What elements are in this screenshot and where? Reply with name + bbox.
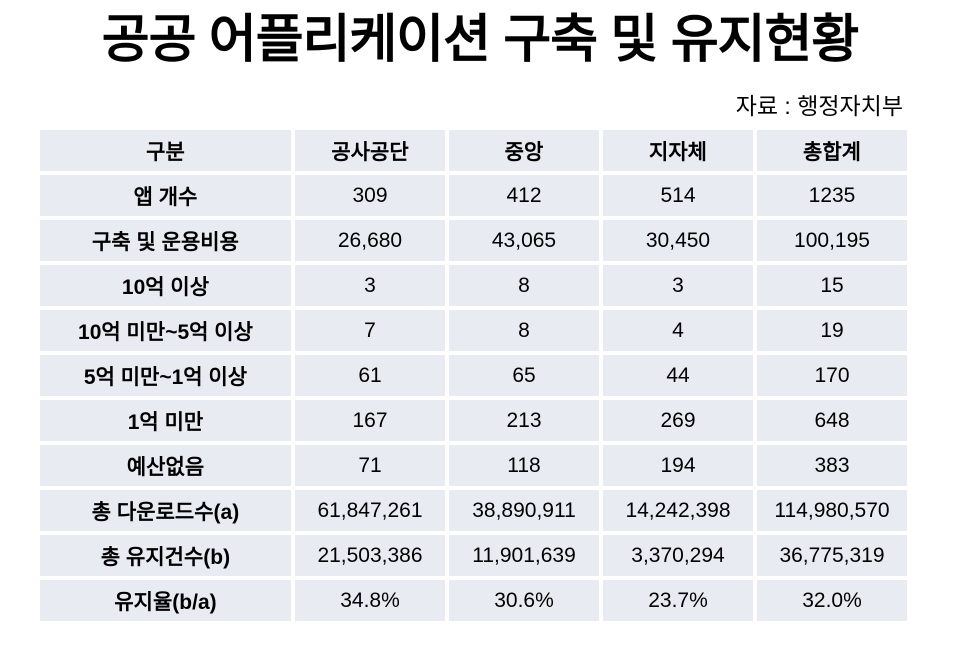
table-row: 예산없음 71 118 194 383 <box>40 445 907 486</box>
status-table: 구분 공사공단 중앙 지자체 총합계 앱 개수 309 412 514 1235 구축 및 운용비… <box>36 126 911 625</box>
column-header: 공사공단 <box>295 130 445 171</box>
cell-value: 118 <box>449 445 599 486</box>
column-header: 지자체 <box>603 130 753 171</box>
cell-value: 114,980,570 <box>757 490 907 531</box>
cell-value: 65 <box>449 355 599 396</box>
cell-value: 34.8% <box>295 580 445 621</box>
cell-value: 61 <box>295 355 445 396</box>
table-row: 총 다운로드수(a) 61,847,261 38,890,911 14,242,398… <box>40 490 907 531</box>
cell-value: 4 <box>603 310 753 351</box>
cell-value: 309 <box>295 175 445 216</box>
cell-value: 8 <box>449 265 599 306</box>
row-label: 10억 미만~5억 이상 <box>40 310 291 351</box>
column-header: 중앙 <box>449 130 599 171</box>
cell-value: 648 <box>757 400 907 441</box>
cell-value: 26,680 <box>295 220 445 261</box>
table-row: 총 유지건수(b) 21,503,386 11,901,639 3,370,294 36… <box>40 535 907 576</box>
cell-value: 71 <box>295 445 445 486</box>
table-row: 10억 미만~5억 이상 7 8 4 19 <box>40 310 907 351</box>
row-label: 5억 미만~1억 이상 <box>40 355 291 396</box>
cell-value: 8 <box>449 310 599 351</box>
row-label: 구축 및 운용비용 <box>40 220 291 261</box>
cell-value: 213 <box>449 400 599 441</box>
cell-value: 3,370,294 <box>603 535 753 576</box>
cell-value: 30.6% <box>449 580 599 621</box>
source-caption: 자료 : 행정자치부 <box>735 93 903 119</box>
cell-value: 30,450 <box>603 220 753 261</box>
cell-value: 3 <box>295 265 445 306</box>
cell-value: 21,503,386 <box>295 535 445 576</box>
cell-value: 23.7% <box>603 580 753 621</box>
table-body: 앱 개수 309 412 514 1235 구축 및 운용비용 26,680 43,065 30… <box>40 175 907 621</box>
row-label: 총 유지건수(b) <box>40 535 291 576</box>
cell-value: 19 <box>757 310 907 351</box>
cell-value: 3 <box>603 265 753 306</box>
cell-value: 412 <box>449 175 599 216</box>
row-label: 유지율(b/a) <box>40 580 291 621</box>
cell-value: 100,195 <box>757 220 907 261</box>
table-row: 유지율(b/a) 34.8% 30.6% 23.7% 32.0% <box>40 580 907 621</box>
table-row: 1억 미만 167 213 269 648 <box>40 400 907 441</box>
column-header: 총합계 <box>757 130 907 171</box>
row-label: 10억 이상 <box>40 265 291 306</box>
cell-value: 1235 <box>757 175 907 216</box>
column-header: 구분 <box>40 130 291 171</box>
table-row: 5억 미만~1억 이상 61 65 44 170 <box>40 355 907 396</box>
cell-value: 61,847,261 <box>295 490 445 531</box>
cell-value: 36,775,319 <box>757 535 907 576</box>
cell-value: 32.0% <box>757 580 907 621</box>
cell-value: 14,242,398 <box>603 490 753 531</box>
cell-value: 44 <box>603 355 753 396</box>
row-label: 1억 미만 <box>40 400 291 441</box>
cell-value: 194 <box>603 445 753 486</box>
cell-value: 38,890,911 <box>449 490 599 531</box>
cell-value: 269 <box>603 400 753 441</box>
cell-value: 15 <box>757 265 907 306</box>
table-row: 앱 개수 309 412 514 1235 <box>40 175 907 216</box>
table-row: 10억 이상 3 8 3 15 <box>40 265 907 306</box>
cell-value: 11,901,639 <box>449 535 599 576</box>
row-label: 예산없음 <box>40 445 291 486</box>
cell-value: 43,065 <box>449 220 599 261</box>
row-label: 앱 개수 <box>40 175 291 216</box>
header-row: 구분 공사공단 중앙 지자체 총합계 <box>40 130 907 171</box>
table-row: 구축 및 운용비용 26,680 43,065 30,450 100,195 <box>40 220 907 261</box>
cell-value: 170 <box>757 355 907 396</box>
cell-value: 514 <box>603 175 753 216</box>
cell-value: 7 <box>295 310 445 351</box>
cell-value: 167 <box>295 400 445 441</box>
page-title: 공공 어플리케이션 구축 및 유지현황 <box>101 11 859 69</box>
row-label: 총 다운로드수(a) <box>40 490 291 531</box>
cell-value: 383 <box>757 445 907 486</box>
